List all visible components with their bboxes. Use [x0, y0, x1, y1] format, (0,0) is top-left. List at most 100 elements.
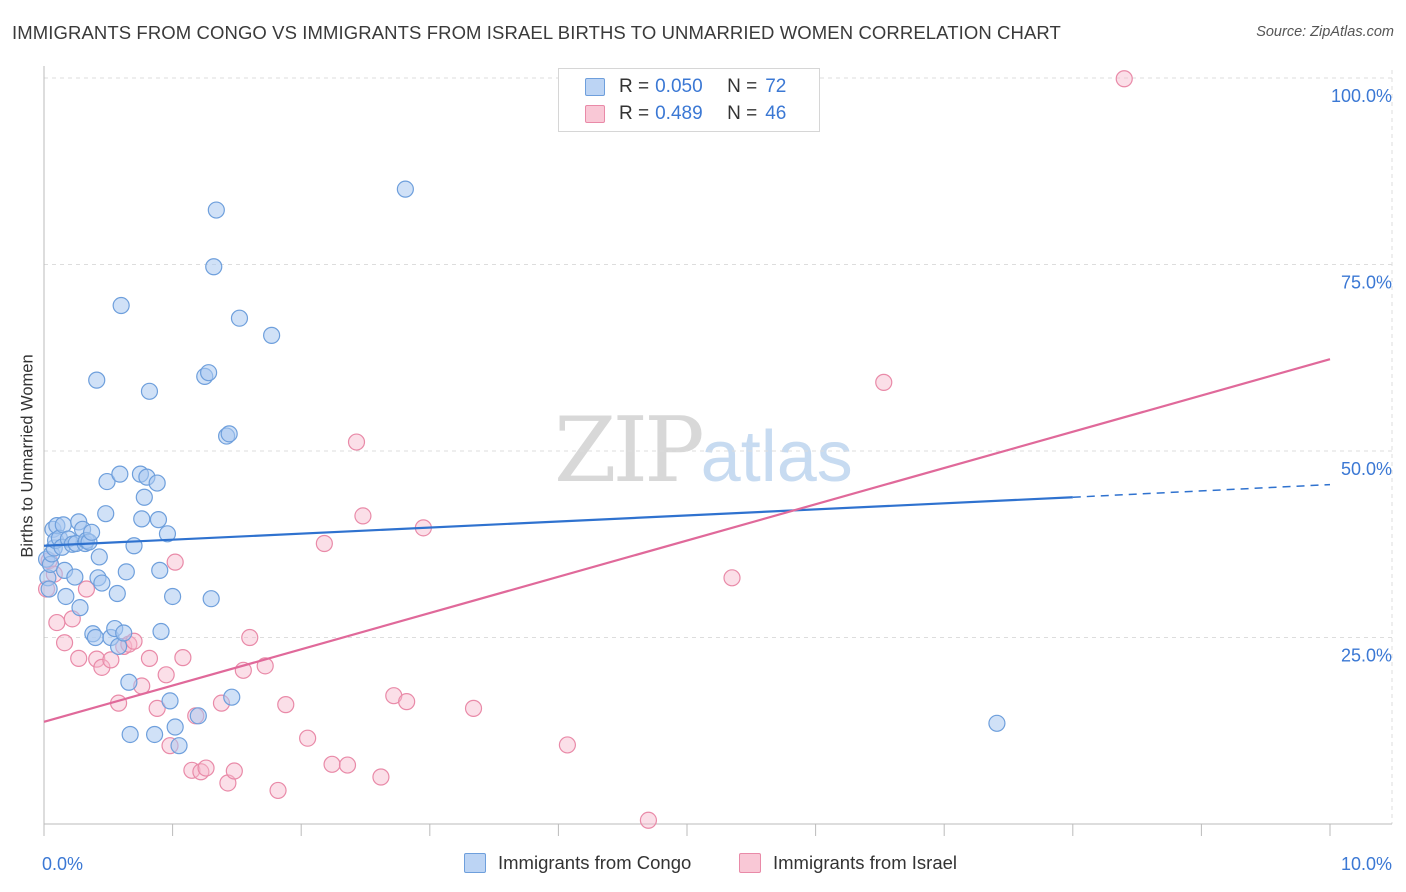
israel-point — [875, 373, 893, 391]
congo-point — [98, 472, 116, 491]
israel-point — [197, 759, 215, 777]
legend-box: R = 0.050 N = 72 R = 0.489 N = 46 — [558, 68, 820, 132]
congo-point — [988, 714, 1006, 732]
bottom-legend-swatch-congo — [464, 853, 486, 873]
congo-point — [230, 309, 249, 327]
legend-r-value: 0.050 — [655, 76, 703, 97]
israel-point — [347, 433, 366, 451]
trend-layer — [43, 358, 1331, 723]
y-tick-label: 100.0% — [1331, 86, 1392, 106]
congo-point — [135, 488, 153, 506]
x-tick-label: 0.0% — [42, 854, 83, 874]
y-tick-label: 50.0% — [1341, 459, 1392, 479]
congo-point — [164, 587, 182, 606]
legend-n-value: 72 — [765, 76, 787, 97]
israel-point — [102, 651, 120, 669]
congo-point — [66, 568, 84, 586]
legend-r-label: R = — [619, 103, 650, 124]
bottom-legend-label-congo: Immigrants from Congo — [498, 852, 692, 873]
bottom-legend-congo: Immigrants from Congo — [464, 852, 691, 874]
y-tick-label: 25.0% — [1341, 646, 1392, 666]
israel-point — [323, 755, 341, 773]
congo-point — [111, 465, 129, 483]
israel-point — [277, 696, 295, 714]
congo-point — [82, 523, 101, 541]
y-tick-label: 75.0% — [1341, 273, 1392, 293]
israel-point — [723, 569, 741, 587]
congo-point — [121, 725, 139, 744]
israel-point — [157, 666, 175, 684]
chart-title: IMMIGRANTS FROM CONGO VS IMMIGRANTS FROM… — [12, 22, 1061, 43]
congo-point — [40, 580, 58, 598]
congo-point — [97, 505, 115, 523]
congo-points — [37, 180, 1006, 755]
congo-point — [152, 622, 170, 641]
watermark-atlas: atlas — [700, 417, 853, 497]
congo-point — [57, 587, 75, 606]
congo-point — [263, 326, 281, 344]
legend-n-label: N = — [727, 76, 758, 97]
legend-n-label: N = — [727, 103, 758, 124]
israel-point — [166, 553, 184, 571]
israel-trend-line — [43, 358, 1331, 723]
bottom-legend-label-israel: Immigrants from Israel — [773, 852, 958, 873]
congo-point — [166, 718, 184, 736]
congo-point — [86, 628, 105, 647]
israel-point — [1115, 70, 1133, 88]
legend-row-israel: R = 0.489 N = 46 — [585, 102, 786, 126]
congo-point — [202, 590, 220, 608]
congo-point — [396, 180, 414, 198]
israel-point — [225, 762, 243, 780]
congo-point — [189, 707, 207, 725]
israel-point — [148, 699, 166, 717]
israel-point — [88, 650, 106, 668]
congo-point — [145, 725, 164, 744]
bottom-legend-swatch-israel — [739, 853, 761, 873]
legend-r-value: 0.489 — [655, 103, 703, 124]
israel-point — [140, 649, 159, 667]
israel-point — [55, 634, 74, 652]
bottom-legend-israel: Immigrants from Israel — [739, 852, 957, 874]
congo-point — [112, 296, 130, 315]
congo-point — [108, 584, 126, 603]
congo-point — [90, 548, 108, 566]
israel-point — [48, 613, 66, 632]
legend-n-value: 46 — [765, 103, 787, 124]
israel-point — [174, 649, 192, 667]
israel-point — [338, 756, 357, 774]
israel-point — [241, 628, 259, 647]
israel-point — [77, 580, 96, 598]
congo-point — [161, 692, 179, 710]
congo-point — [220, 425, 238, 443]
watermark: ZIPatlas — [554, 398, 853, 503]
congo-point — [140, 382, 159, 400]
source-note: Source: ZipAtlas.com — [1256, 24, 1394, 40]
congo-trend-line — [43, 496, 1073, 547]
israel-point — [639, 811, 658, 829]
congo-point — [71, 599, 89, 617]
axis-layer — [43, 66, 1392, 836]
x-tick-label: 10.0% — [1341, 854, 1392, 874]
israel-point — [269, 781, 287, 800]
legend-r-label: R = — [619, 76, 650, 97]
congo-point — [207, 201, 225, 219]
israel-point — [299, 729, 317, 747]
congo-point — [170, 737, 188, 755]
tick-label-layer: 100.0% 75.0% 50.0% 25.0% 0.0% 10.0% — [42, 86, 1392, 874]
legend-row-congo: R = 0.050 N = 72 — [585, 75, 786, 99]
congo-point — [223, 688, 241, 706]
congo-trend-extension — [1072, 483, 1331, 499]
congo-point — [205, 258, 223, 276]
congo-point — [151, 561, 169, 579]
congo-point — [200, 364, 218, 382]
israel-points — [37, 70, 1133, 829]
congo-point — [158, 525, 177, 543]
congo-point — [88, 371, 106, 389]
legend-swatch-israel — [585, 105, 605, 123]
israel-point — [372, 768, 390, 786]
israel-point — [256, 657, 274, 675]
congo-point — [149, 511, 168, 529]
israel-point — [398, 693, 416, 711]
israel-point — [558, 736, 577, 754]
